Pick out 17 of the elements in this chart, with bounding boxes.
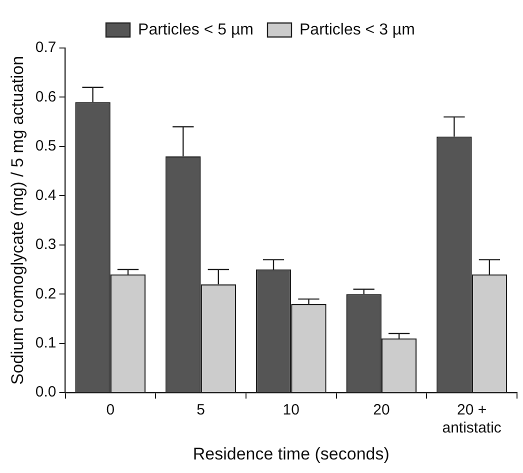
y-tick-label: 0.3 (35, 236, 56, 254)
y-axis-title: Sodium cromoglycate (mg) / 5 mg actuation (8, 56, 27, 385)
x-tick-label: 0 (106, 402, 115, 419)
x-axis-title: Residence time (seconds) (192, 444, 390, 464)
x-tick-label: 20 + antistatic (442, 402, 502, 437)
y-tick-label: 0.5 (35, 138, 56, 155)
y-tick-label: 0.2 (35, 285, 56, 302)
legend-label: Particles < 5 µm (138, 21, 254, 38)
x-tick-label: 5 (196, 402, 205, 419)
y-tick-label: 0.0 (35, 384, 56, 401)
y-tick-label: 0.1 (35, 334, 56, 352)
y-tick-label: 0.4 (35, 186, 56, 204)
legend-label: Particles < 3 µm (300, 21, 415, 38)
x-tick-label: 10 (282, 402, 300, 419)
y-tick-label: 0.6 (35, 88, 56, 106)
y-tick-label: 0.7 (35, 39, 56, 56)
x-tick-label: 20 (373, 402, 390, 419)
